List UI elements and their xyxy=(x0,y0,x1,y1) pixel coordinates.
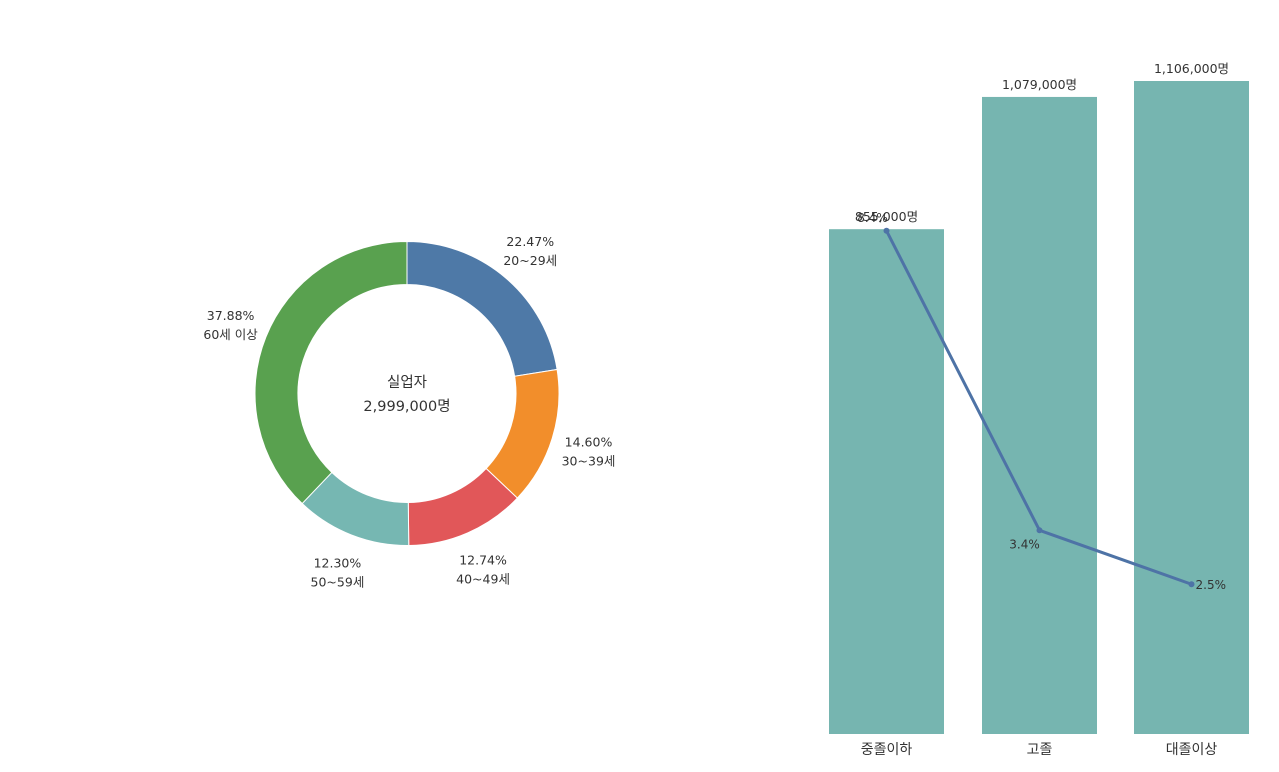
rate-label-2: 2.5% xyxy=(1196,578,1227,592)
category-label-0: 중졸이하 xyxy=(861,742,913,758)
bar-value-label-0: 855,000명 xyxy=(855,209,918,224)
donut-slice-percent-0: 22.47% xyxy=(506,234,554,249)
rate-point-1[interactable] xyxy=(1036,527,1043,534)
rate-label-0: 8.4% xyxy=(857,211,888,225)
category-label-1: 고졸 xyxy=(1027,742,1053,758)
donut-slice-percent-3: 12.30% xyxy=(314,555,362,570)
category-label-2: 대졸이상 xyxy=(1166,742,1218,758)
bar-value-label-2: 1,106,000명 xyxy=(1154,61,1229,76)
donut-slice-percent-4: 37.88% xyxy=(207,308,255,323)
donut-slice-label-3: 50~59세 xyxy=(311,574,365,589)
donut-slice-label-2: 40~49세 xyxy=(456,572,510,587)
bar-2[interactable] xyxy=(1134,81,1249,734)
donut-chart: 22.47% 20~29세 14.60% 30~39세 12.74% 40~49세 12.3… xyxy=(203,234,615,589)
donut-slice-label-4: 60세 이상 xyxy=(203,327,258,342)
bar-value-label-1: 1,079,000명 xyxy=(1002,77,1077,92)
donut-center-value: 2,999,000명 xyxy=(363,398,450,415)
bar-1[interactable] xyxy=(982,96,1097,735)
rate-point-0[interactable] xyxy=(883,227,890,234)
donut-center-title: 실업자 xyxy=(387,374,427,391)
donut-slice-label-1: 30~39세 xyxy=(562,454,616,469)
donut-slice-percent-1: 14.60% xyxy=(565,435,613,450)
bar-0[interactable] xyxy=(829,229,944,734)
rate-point-2[interactable] xyxy=(1188,581,1195,588)
rate-label-1: 3.4% xyxy=(1009,537,1040,551)
donut-slice-label-0: 20~29세 xyxy=(503,253,557,268)
donut-slice-4[interactable] xyxy=(254,240,408,505)
donut-slice-percent-2: 12.74% xyxy=(459,553,507,568)
